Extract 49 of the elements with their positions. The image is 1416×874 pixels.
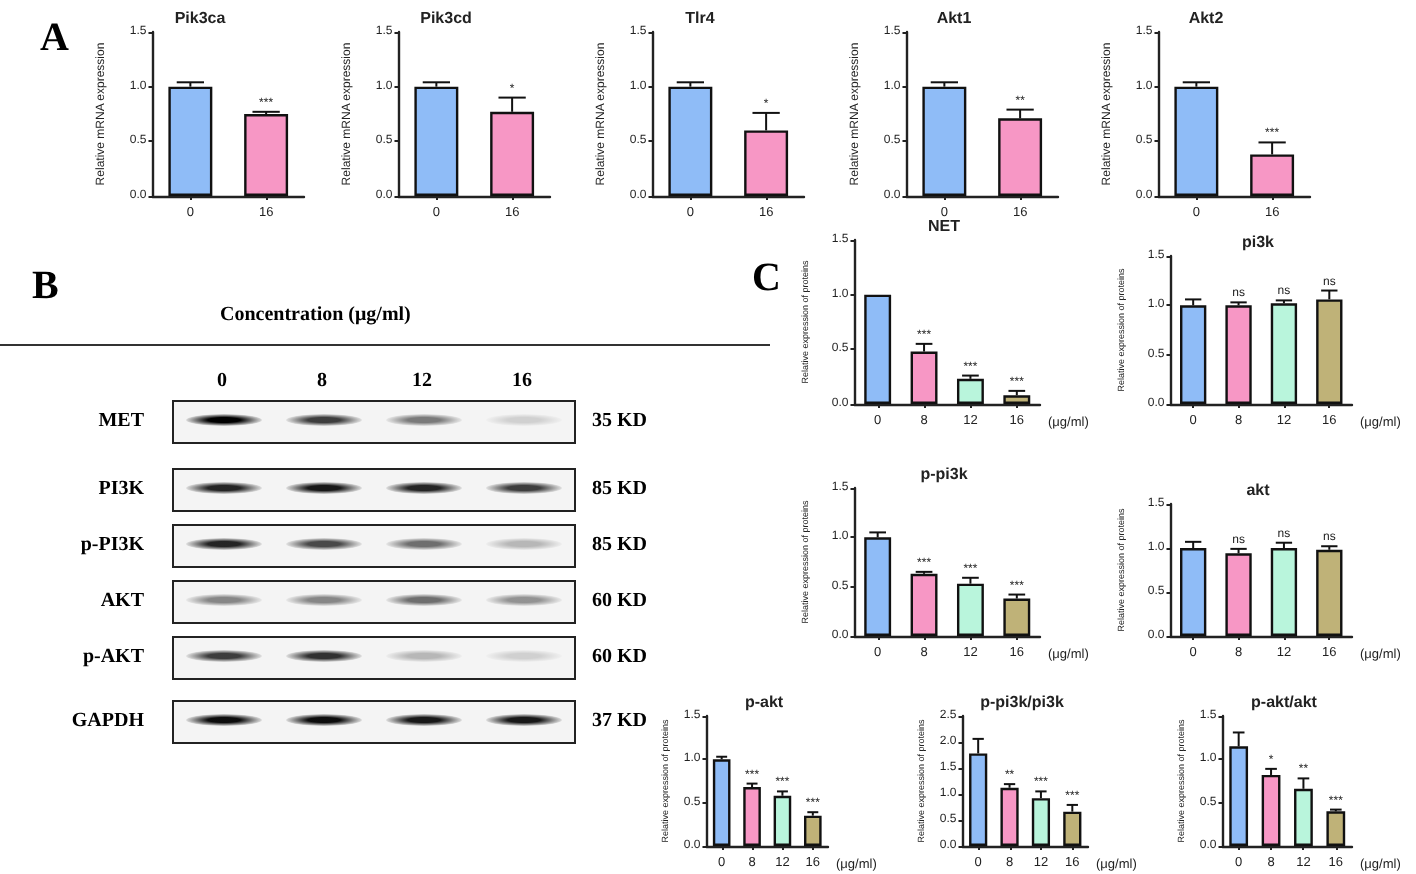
bar [956, 378, 984, 404]
text: C [752, 256, 781, 302]
chart-title: Akt1 [936, 9, 973, 27]
category-label: GAPDH [71, 710, 144, 732]
category-label: AKT [100, 590, 144, 612]
chart-title: NET [928, 217, 961, 235]
bar [1326, 811, 1346, 846]
category-label: PI3K [98, 478, 144, 500]
category-label: 0 [215, 370, 229, 392]
bar [864, 537, 892, 636]
chart-title: pi3k [1241, 233, 1276, 251]
chart-title: Tlr4 [685, 9, 716, 27]
category-label: 8 [315, 370, 329, 392]
category-label: 85 KD [592, 478, 647, 500]
chart-title: akt [1246, 481, 1271, 499]
bar [956, 583, 984, 636]
chart-title: p-akt/akt [1251, 693, 1318, 711]
chart-title: Pik3ca [174, 9, 227, 27]
bar [1003, 395, 1031, 404]
bar [1031, 798, 1051, 846]
category-label: 12 [410, 370, 434, 392]
bar [1003, 598, 1031, 636]
category-label: 35 KD [592, 410, 647, 432]
bar [1063, 811, 1082, 846]
bar [864, 294, 892, 404]
text: A [40, 16, 69, 62]
bar [712, 759, 731, 846]
category-label: 16 [510, 370, 534, 392]
bar [1261, 774, 1281, 846]
category-label: p-PI3K [80, 534, 144, 556]
bar [773, 795, 792, 846]
chart-title: p-pi3k [920, 465, 969, 483]
category-label: MET [98, 410, 144, 432]
category-label: p-AKT [82, 646, 144, 668]
bar [1000, 787, 1019, 846]
chart-title: p-pi3k/pi3k [980, 693, 1065, 711]
chart-title: Pik3cd [420, 9, 473, 27]
text: Concentration (μg/ml) [220, 304, 411, 326]
bar [910, 573, 938, 636]
bar [743, 787, 761, 846]
bar [910, 351, 938, 404]
chart-title: Akt2 [1188, 9, 1225, 27]
category-label: 37 KD [592, 710, 647, 732]
bar [804, 815, 822, 846]
category-label: 60 KD [592, 590, 647, 612]
text: B [32, 264, 59, 310]
category-label: 85 KD [592, 534, 647, 556]
chart-title: p-akt [744, 693, 784, 711]
category-label: 60 KD [592, 646, 647, 668]
